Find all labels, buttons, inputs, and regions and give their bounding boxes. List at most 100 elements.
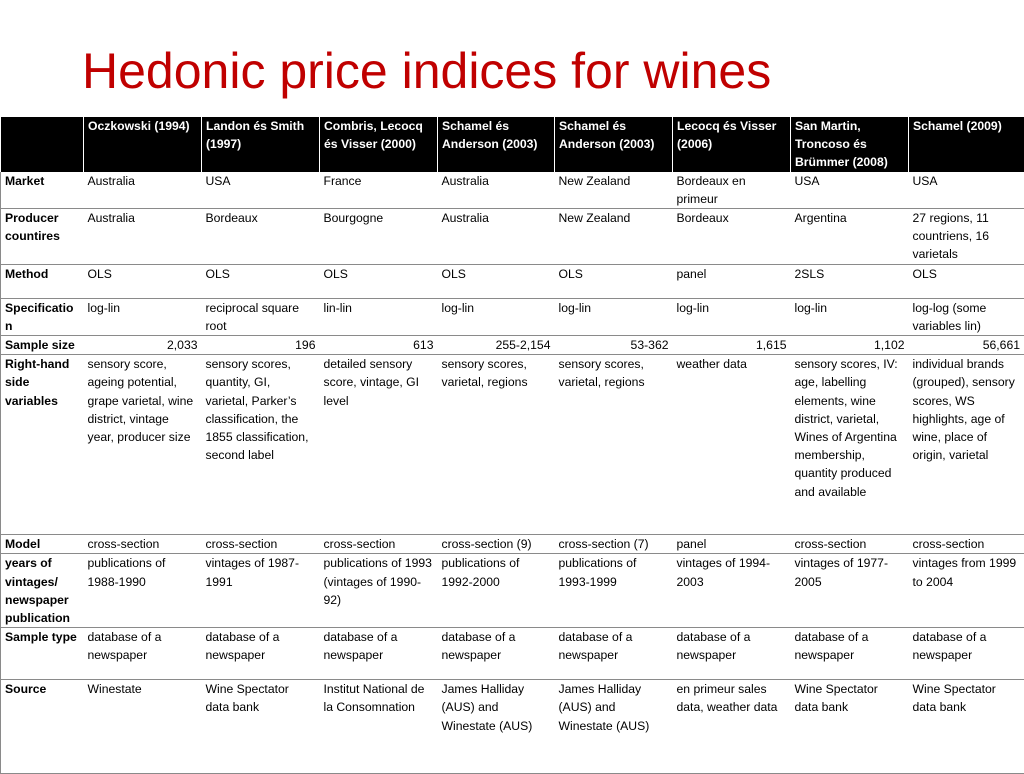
table-cell: publications of 1992-2000 bbox=[438, 554, 555, 628]
table-cell: cross-section bbox=[202, 535, 320, 554]
header-combris-lecocq-visser-2000: Combris, Lecocq és Visser (2000) bbox=[320, 117, 438, 172]
table-cell: sensory scores, quantity, GI, varietal, … bbox=[202, 355, 320, 535]
table-row: years of vintages/ newspaper publication… bbox=[1, 554, 1024, 628]
table-cell: 2SLS bbox=[791, 264, 909, 298]
table-cell: cross-section bbox=[320, 535, 438, 554]
table-cell: 255-2,154 bbox=[438, 336, 555, 355]
header-landon-smith-1997: Landon és Smith (1997) bbox=[202, 117, 320, 172]
table-cell: OLS bbox=[438, 264, 555, 298]
table-cell: log-lin bbox=[791, 298, 909, 335]
table-cell: Winestate bbox=[84, 680, 202, 774]
table-cell: 27 regions, 11 countriens, 16 varietals bbox=[909, 209, 1024, 265]
table-header-row: Oczkowski (1994) Landon és Smith (1997) … bbox=[1, 117, 1024, 172]
table-cell: detailed sensory score, vintage, GI leve… bbox=[320, 355, 438, 535]
header-corner bbox=[1, 117, 84, 172]
table-cell: France bbox=[320, 172, 438, 209]
table-cell: vintages from 1999 to 2004 bbox=[909, 554, 1024, 628]
table-cell: database of a newspaper bbox=[909, 628, 1024, 680]
header-lecocq-visser-2006: Lecocq és Visser (2006) bbox=[673, 117, 791, 172]
table-cell: publications of 1993 (vintages of 1990-9… bbox=[320, 554, 438, 628]
table-cell: log-log (some variables lin) bbox=[909, 298, 1024, 335]
table-cell: cross-section (9) bbox=[438, 535, 555, 554]
table-cell: panel bbox=[673, 535, 791, 554]
table-cell: Wine Spectator data bank bbox=[909, 680, 1024, 774]
table-cell: vintages of 1977-2005 bbox=[791, 554, 909, 628]
table-cell: USA bbox=[791, 172, 909, 209]
table-cell: OLS bbox=[320, 264, 438, 298]
table-cell: sensory scores, IV: age, labelling eleme… bbox=[791, 355, 909, 535]
table-cell: Australia bbox=[438, 172, 555, 209]
table-cell: 56,661 bbox=[909, 336, 1024, 355]
table-cell: database of a newspaper bbox=[202, 628, 320, 680]
table-cell: James Halliday (AUS) and Winestate (AUS) bbox=[438, 680, 555, 774]
table-cell: Australia bbox=[84, 172, 202, 209]
table-cell: individual brands (grouped), sensory sco… bbox=[909, 355, 1024, 535]
row-label: Market bbox=[1, 172, 84, 209]
table-cell: vintages of 1994-2003 bbox=[673, 554, 791, 628]
table-cell: New Zealand bbox=[555, 172, 673, 209]
table-cell: log-lin bbox=[555, 298, 673, 335]
header-oczkowski-1994: Oczkowski (1994) bbox=[84, 117, 202, 172]
row-label: years of vintages/ newspaper publication bbox=[1, 554, 84, 628]
table-cell: Wine Spectator data bank bbox=[791, 680, 909, 774]
table-cell: log-lin bbox=[438, 298, 555, 335]
table-cell: reciprocal square root bbox=[202, 298, 320, 335]
table-cell: sensory scores, varietal, regions bbox=[438, 355, 555, 535]
table-cell: 1,102 bbox=[791, 336, 909, 355]
table-cell: publications of 1993-1999 bbox=[555, 554, 673, 628]
table-cell: OLS bbox=[202, 264, 320, 298]
table-cell: OLS bbox=[555, 264, 673, 298]
table-cell: James Halliday (AUS) and Winestate (AUS) bbox=[555, 680, 673, 774]
table-cell: USA bbox=[202, 172, 320, 209]
table-cell: 1,615 bbox=[673, 336, 791, 355]
table-cell: cross-section bbox=[791, 535, 909, 554]
table-cell: en primeur sales data, weather data bbox=[673, 680, 791, 774]
table-cell: sensory score, ageing potential, grape v… bbox=[84, 355, 202, 535]
table-cell: Bordeaux bbox=[202, 209, 320, 265]
row-label: Right-hand side variables bbox=[1, 355, 84, 535]
table-cell: Bourgogne bbox=[320, 209, 438, 265]
row-label: Specificatio n bbox=[1, 298, 84, 335]
table-cell: Institut National de la Consomnation bbox=[320, 680, 438, 774]
table-cell: database of a newspaper bbox=[84, 628, 202, 680]
table-cell: cross-section bbox=[909, 535, 1024, 554]
header-schamel-2009: Schamel (2009) bbox=[909, 117, 1024, 172]
table-cell: weather data bbox=[673, 355, 791, 535]
row-label: Source bbox=[1, 680, 84, 774]
table-cell: OLS bbox=[909, 264, 1024, 298]
table-cell: publications of 1988-1990 bbox=[84, 554, 202, 628]
table-cell: panel bbox=[673, 264, 791, 298]
table-cell: Argentina bbox=[791, 209, 909, 265]
table-cell: database of a newspaper bbox=[438, 628, 555, 680]
table-cell: database of a newspaper bbox=[320, 628, 438, 680]
comparison-table: Oczkowski (1994) Landon és Smith (1997) … bbox=[0, 117, 1024, 774]
row-label: Sample size bbox=[1, 336, 84, 355]
table-cell: Australia bbox=[84, 209, 202, 265]
table-cell: Wine Spectator data bank bbox=[202, 680, 320, 774]
table-cell: USA bbox=[909, 172, 1024, 209]
table-cell: OLS bbox=[84, 264, 202, 298]
slide-title: Hedonic price indices for wines bbox=[82, 44, 771, 99]
table-cell: log-lin bbox=[84, 298, 202, 335]
row-label: Method bbox=[1, 264, 84, 298]
table-cell: New Zealand bbox=[555, 209, 673, 265]
table-cell: 2,033 bbox=[84, 336, 202, 355]
table-cell: cross-section bbox=[84, 535, 202, 554]
table-cell: Bordeaux en primeur bbox=[673, 172, 791, 209]
table-cell: Bordeaux bbox=[673, 209, 791, 265]
header-san-martin-2008: San Martin, Troncoso és Brümmer (2008) bbox=[791, 117, 909, 172]
table-cell: database of a newspaper bbox=[791, 628, 909, 680]
table-cell: cross-section (7) bbox=[555, 535, 673, 554]
table-cell: 196 bbox=[202, 336, 320, 355]
